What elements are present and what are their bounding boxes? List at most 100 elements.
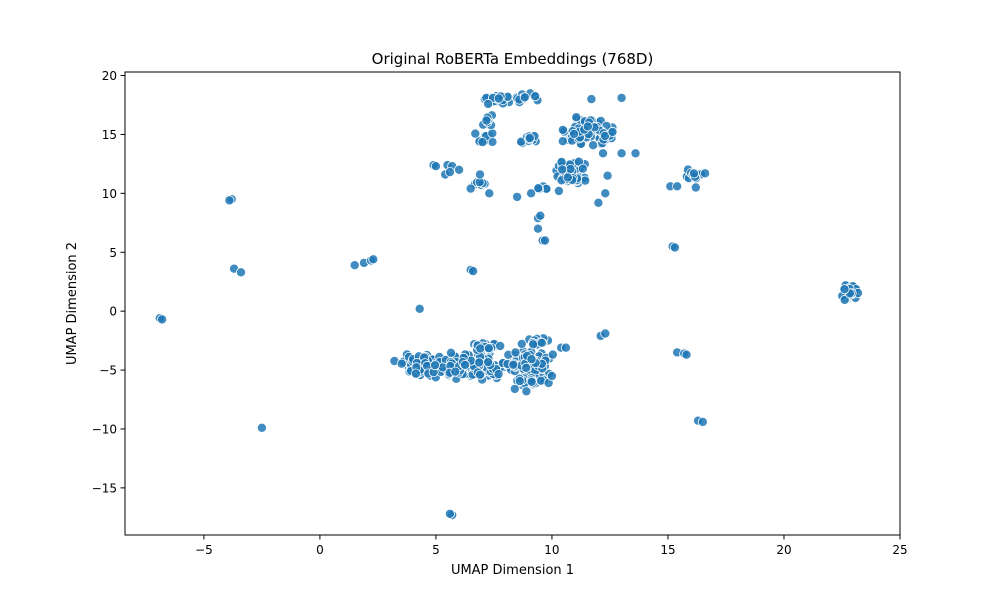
data-point [546, 370, 557, 381]
data-point [582, 121, 593, 132]
data-point [465, 183, 476, 194]
data-point [616, 148, 627, 159]
data-point [598, 148, 609, 159]
x-tick-label: 15 [660, 543, 675, 557]
data-point [481, 115, 492, 126]
data-point [560, 342, 571, 353]
data-point [557, 164, 568, 175]
y-tick-label: −5 [99, 364, 117, 378]
points-layer [154, 88, 864, 520]
x-tick-label: 10 [544, 543, 559, 557]
data-point [235, 267, 246, 278]
data-point [157, 314, 168, 325]
data-point [410, 368, 421, 379]
data-point [586, 94, 597, 105]
data-point [445, 347, 456, 358]
data-point [524, 132, 535, 143]
y-tick-label: −15 [92, 481, 117, 495]
data-point [430, 161, 441, 172]
data-point [839, 284, 850, 295]
data-point [519, 92, 530, 103]
data-point [483, 343, 494, 354]
data-point [493, 93, 504, 104]
data-point [533, 223, 544, 234]
data-point [557, 136, 568, 147]
data-point [474, 369, 485, 380]
data-point [521, 386, 532, 397]
data-point [454, 164, 465, 175]
plot-frame [124, 71, 901, 536]
data-point [514, 376, 525, 387]
data-point [536, 337, 547, 348]
data-point [509, 383, 520, 394]
data-point [669, 242, 680, 253]
data-point [557, 124, 568, 135]
data-point [600, 328, 611, 339]
data-point [697, 416, 708, 427]
x-axis-label: UMAP Dimension 1 [451, 563, 574, 578]
data-point [593, 197, 604, 208]
data-point [681, 349, 692, 360]
data-point [602, 170, 613, 181]
y-axis-label: UMAP Dimension 2 [65, 242, 80, 365]
data-point [616, 92, 627, 103]
x-tick-label: 20 [776, 543, 791, 557]
data-point [483, 98, 494, 109]
data-point [475, 343, 486, 354]
chart-title: Original RoBERTa Embeddings (768D) [372, 50, 654, 68]
data-point [474, 357, 485, 368]
data-point [487, 128, 498, 139]
y-tick-label: −10 [92, 422, 117, 436]
data-point [483, 357, 494, 368]
data-point [508, 359, 519, 370]
data-point [577, 163, 588, 174]
x-tick-label: 0 [316, 543, 324, 557]
data-point [690, 182, 701, 193]
data-point [547, 349, 558, 360]
data-point [689, 168, 700, 179]
data-point [530, 91, 541, 102]
data-point [512, 191, 523, 202]
data-point [460, 359, 471, 370]
data-point [510, 347, 521, 358]
data-point [474, 169, 485, 180]
data-point [569, 128, 580, 139]
y-tick-label: 10 [102, 187, 117, 201]
data-point [533, 183, 544, 194]
data-point [224, 195, 235, 206]
data-point [562, 172, 573, 183]
data-point [256, 422, 267, 433]
data-point [521, 362, 532, 373]
y-tick-label: 5 [109, 246, 117, 260]
data-point [477, 137, 488, 148]
data-point [516, 338, 527, 349]
data-point [600, 188, 611, 199]
data-point [526, 188, 537, 199]
data-point [396, 358, 407, 369]
y-tick-label: 0 [109, 305, 117, 319]
data-point [484, 188, 495, 199]
y-axis-ticks: −15 −10 −5 0 5 10 15 20 [92, 69, 125, 495]
data-point [444, 508, 455, 519]
data-point [553, 185, 564, 196]
data-point [349, 260, 360, 271]
data-point [493, 369, 504, 380]
data-point [444, 167, 455, 178]
x-tick-label: −5 [195, 543, 213, 557]
data-point [468, 266, 479, 277]
y-tick-label: 15 [102, 128, 117, 142]
data-point [839, 294, 850, 305]
data-point [700, 168, 711, 179]
data-point [607, 126, 618, 137]
data-point [528, 339, 539, 350]
data-point [565, 163, 576, 174]
x-tick-label: 25 [892, 543, 907, 557]
data-point [470, 128, 481, 139]
data-point [429, 360, 440, 371]
data-point [495, 340, 506, 351]
data-point [450, 366, 461, 377]
data-point [588, 140, 599, 151]
data-point [571, 112, 582, 123]
